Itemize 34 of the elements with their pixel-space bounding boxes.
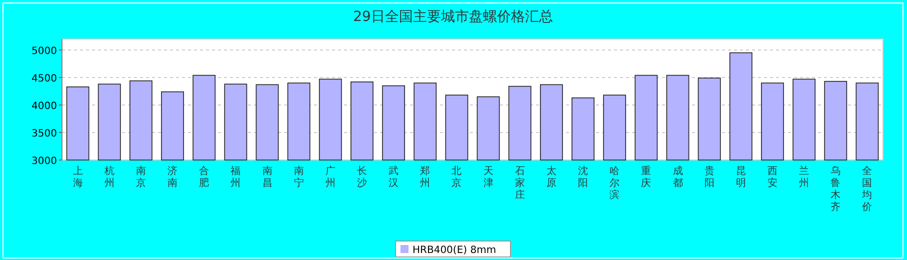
x-tick-label: 广州: [325, 165, 336, 189]
legend-label: HRB400(E) 8mm: [412, 245, 496, 256]
x-tick-label: 乌鲁木齐: [830, 165, 841, 213]
x-tick-label: 福州: [230, 165, 241, 189]
legend: HRB400(E) 8mm: [395, 240, 511, 258]
x-tick-label: 南京: [136, 165, 146, 189]
x-tick-label: 太原: [546, 165, 556, 189]
x-tick-label: 哈尔滨: [610, 165, 620, 201]
x-tick-label: 成都: [672, 165, 683, 189]
y-tick-label: 5000: [32, 46, 57, 57]
x-tick-label: 石家庄: [514, 166, 525, 201]
x-tick-label: 上海: [72, 165, 83, 189]
x-tick-label: 全国均价: [861, 165, 872, 213]
x-tick-label: 杭州: [103, 165, 114, 189]
x-tick-label: 沈阳: [578, 165, 588, 189]
x-tick-label: 济南: [168, 165, 178, 189]
x-tick-label: 南昌: [262, 165, 272, 189]
y-tick-label: 4500: [32, 74, 57, 84]
y-tick-label: 4000: [32, 101, 57, 112]
x-tick-label: 昆明: [736, 166, 746, 189]
chart-title: 29日全国主要城市盘螺价格汇总: [353, 9, 553, 25]
x-tick-label: 武汉: [388, 165, 399, 189]
y-tick-label: 3000: [32, 156, 57, 167]
x-tick-label: 合肥: [199, 165, 210, 189]
x-tick-label: 天津: [483, 166, 494, 189]
x-tick-label: 北京: [452, 165, 462, 189]
x-tick-label: 重庆: [641, 165, 652, 189]
x-tick-label: 长沙: [356, 165, 367, 189]
x-tick-label: 南宁: [294, 165, 304, 189]
x-tick-label: 贵阳: [704, 165, 714, 189]
x-tick-label: 郑州: [420, 165, 430, 189]
x-tick-label: 西安: [767, 166, 778, 189]
x-tick-label: 兰州: [799, 165, 810, 189]
y-tick-label: 3500: [32, 128, 57, 140]
